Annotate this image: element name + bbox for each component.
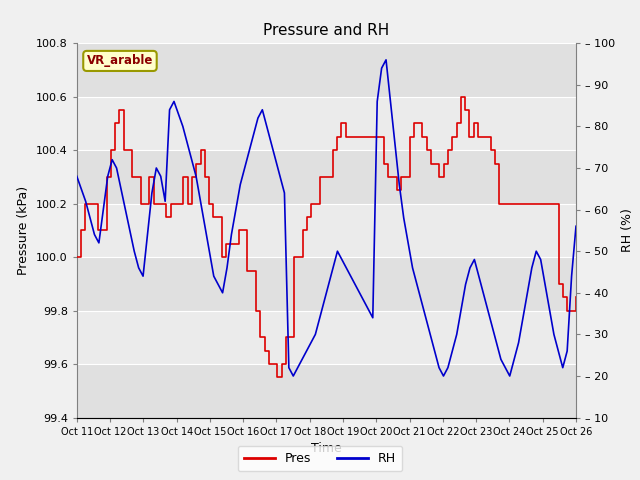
Bar <box>77 150 576 204</box>
Bar <box>77 364 576 418</box>
Legend: Pres, RH: Pres, RH <box>237 446 403 471</box>
Bar <box>77 257 576 311</box>
Y-axis label: RH (%): RH (%) <box>621 208 634 252</box>
Title: Pressure and RH: Pressure and RH <box>263 23 390 38</box>
Y-axis label: Pressure (kPa): Pressure (kPa) <box>17 186 31 275</box>
Text: VR_arable: VR_arable <box>87 54 153 67</box>
Bar <box>77 96 576 150</box>
X-axis label: Time: Time <box>311 442 342 455</box>
Bar <box>77 204 576 257</box>
Bar <box>77 43 576 96</box>
Bar <box>77 311 576 364</box>
